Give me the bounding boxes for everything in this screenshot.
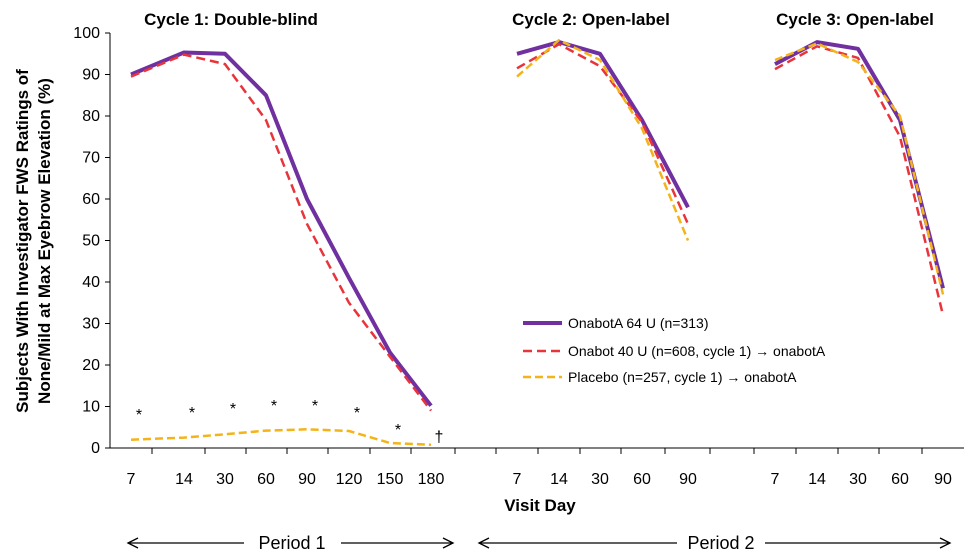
x-tick-label: 30 (216, 471, 234, 488)
significance-marker: * (271, 398, 277, 415)
y-tick-label: 20 (82, 357, 100, 374)
legend-label: Placebo (n=257, cycle 1) → onabotA (568, 369, 797, 385)
x-tick-label: 14 (175, 471, 193, 488)
series-line (130, 53, 432, 412)
x-tick-label: 7 (771, 471, 780, 488)
axes: 0 10 20 30 40 50 60 70 80 90 100 7 14 30 60 90 120 150 180… (73, 25, 964, 488)
x-tick-label: 7 (127, 471, 136, 488)
x-tick-label: 150 (377, 471, 404, 488)
significance-marker: * (189, 405, 195, 422)
y-tick-label: 0 (91, 440, 100, 457)
arrowhead-left (477, 537, 490, 549)
cycle-title: Cycle 2: Open-label (512, 10, 670, 29)
x-tick-label: 60 (257, 471, 275, 488)
x-tick-label: 120 (336, 471, 363, 488)
cycle-title: Cycle 3: Open-label (776, 10, 934, 29)
significance-marker: * (312, 398, 318, 415)
significance-marker: * (395, 422, 401, 439)
series-line (516, 42, 690, 225)
x-tick-label: 7 (513, 471, 522, 488)
x-tick-label: 14 (550, 471, 568, 488)
series-line (130, 428, 432, 446)
y-tick-label: 100 (73, 25, 100, 42)
cycle-title: Cycle 1: Double-blind (144, 10, 318, 29)
arrowhead-left (126, 537, 139, 549)
x-tick-label: 60 (891, 471, 909, 488)
significance-marker: * (230, 401, 236, 418)
legend-label: Onabot 40 U (n=608, cycle 1) → onabotA (568, 343, 826, 359)
period-label: Period 2 (687, 533, 754, 552)
series-line (774, 45, 945, 316)
y-tick-label: 80 (82, 108, 100, 125)
y-tick-label: 90 (82, 67, 100, 84)
series-line (774, 42, 945, 295)
series-lines (130, 38, 945, 446)
arrowhead-right (939, 537, 952, 549)
x-tick-label: 180 (418, 471, 445, 488)
significance-marker: * (354, 405, 360, 422)
arrowhead-right (442, 537, 455, 549)
series-line (516, 40, 690, 209)
y-tick-label: 40 (82, 274, 100, 291)
x-tick-label: 60 (633, 471, 651, 488)
series-line (130, 50, 433, 407)
x-tick-label: 30 (591, 471, 609, 488)
y-axis-title-line2: None/Mild at Max Eyebrow Elevation (%) (35, 78, 54, 404)
x-tick-label: 30 (849, 471, 867, 488)
y-axis-title-line1: Subjects With Investigator FWS Ratings o… (13, 69, 32, 413)
x-tick-label: 90 (679, 471, 697, 488)
y-tick-label: 50 (82, 233, 100, 250)
x-tick-label: 90 (934, 471, 952, 488)
x-tick-label: 90 (298, 471, 316, 488)
y-tick-label: 60 (82, 191, 100, 208)
y-tick-label: 10 (82, 399, 100, 416)
significance-marker: * (136, 407, 142, 424)
period-label: Period 1 (258, 533, 325, 552)
series-line (774, 40, 945, 289)
annotations: * * * * * * * † (136, 398, 444, 446)
legend: OnabotA 64 U (n=313) Onabot 40 U (n=608, … (523, 315, 826, 385)
y-tick-label: 70 (82, 150, 100, 167)
y-tick-label: 30 (82, 316, 100, 333)
legend-label: OnabotA 64 U (n=313) (568, 315, 709, 331)
dagger-marker: † (435, 429, 444, 446)
x-axis-title: Visit Day (504, 496, 576, 515)
period-arrows: Period 1 Period 2 (126, 533, 952, 552)
series-line (516, 38, 690, 241)
x-tick-label: 14 (808, 471, 826, 488)
cycle-titles: Cycle 1: Double-blind Cycle 2: Open-label… (144, 10, 934, 29)
